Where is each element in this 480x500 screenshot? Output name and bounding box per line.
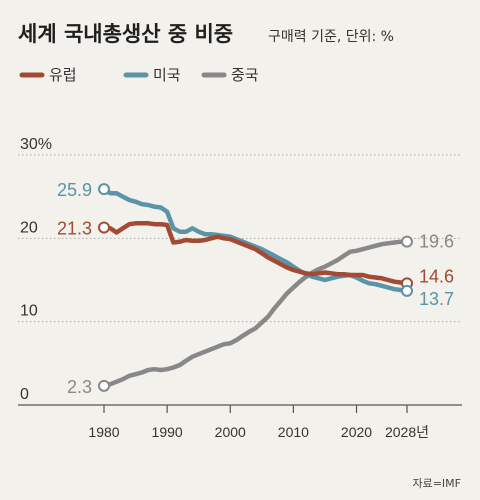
data-label-3-start: 2.3 <box>67 377 92 397</box>
legend: 유럽 미국 중국 <box>19 66 259 84</box>
marker-1-start <box>98 221 110 234</box>
x-tick-label-2020: 2020 <box>341 424 372 440</box>
data-label-2-end: 13.7 <box>419 289 454 309</box>
x-tick-label-1980: 1980 <box>88 424 119 440</box>
y-axis: 0 10 20 30% <box>20 136 52 403</box>
data-label-2-start: 25.9 <box>57 180 92 200</box>
marker-3-start <box>98 379 110 392</box>
y-tick-label-30: 30% <box>20 136 52 153</box>
chart-subtitle: 구매력 기준, 단위: % <box>268 29 394 45</box>
data-label-1-start: 21.3 <box>57 219 92 239</box>
x-tick-label-2000: 2000 <box>215 424 246 440</box>
legend-label-2: 미국 <box>153 66 181 84</box>
data-label-1-end: 14.6 <box>419 266 454 286</box>
plot-area <box>101 186 410 389</box>
marker-3-end <box>401 235 413 248</box>
legend-label-3: 중국 <box>231 66 259 84</box>
series-line-3 <box>101 239 410 389</box>
x-tick-label-1990: 1990 <box>152 424 183 440</box>
series-line-2 <box>101 186 410 294</box>
data-label-3-end: 19.6 <box>419 232 454 252</box>
legend-label-1: 유럽 <box>49 66 77 84</box>
x-tick-label-2010: 2010 <box>278 424 309 440</box>
marker-2-end <box>401 284 413 297</box>
series-line-1 <box>101 221 410 286</box>
data-labels: 21.3 14.6 25.9 13.7 2.3 19.6 <box>57 180 454 397</box>
source-note: 자료=IMF <box>412 477 461 490</box>
y-tick-label-0: 0 <box>20 386 29 403</box>
x-axis: 1980 1990 2000 2010 2020 2028년 <box>18 404 462 440</box>
chart-title: 세계 국내총생산 중 비중 <box>18 22 233 46</box>
x-tick-label-2028: 2028년 <box>385 424 429 440</box>
y-tick-label-20: 20 <box>20 219 38 236</box>
marker-2-start <box>98 183 110 196</box>
y-tick-label-10: 10 <box>20 303 38 320</box>
